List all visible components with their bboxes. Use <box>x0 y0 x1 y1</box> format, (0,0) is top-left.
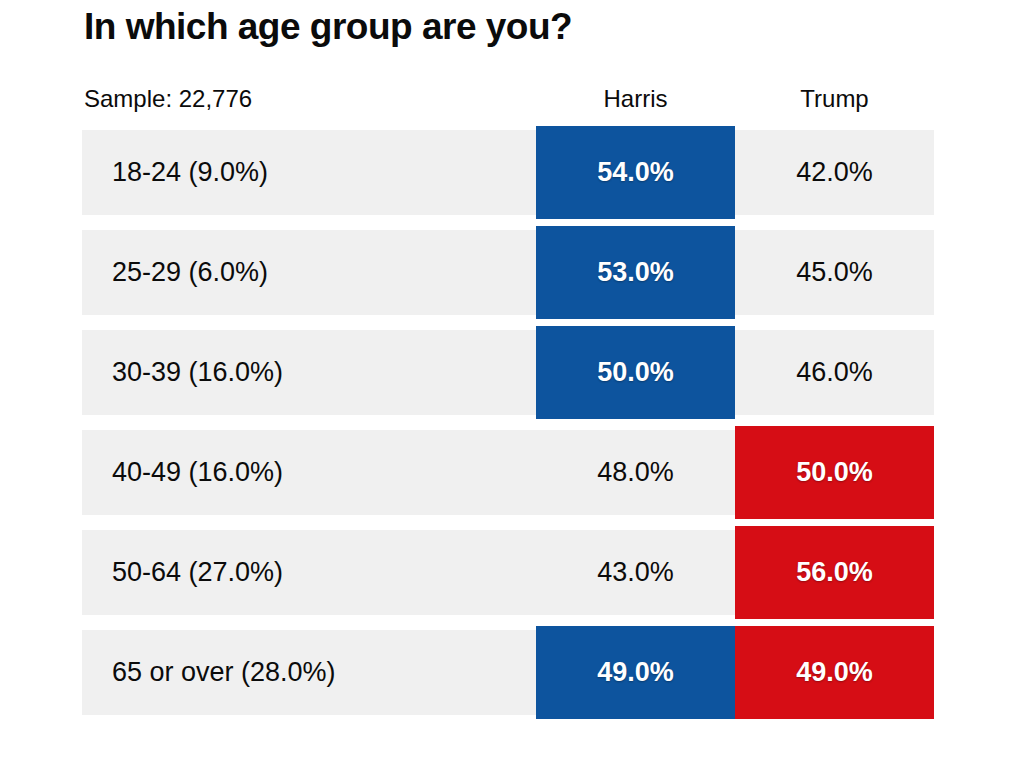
column-header-trump: Trump <box>735 85 934 113</box>
table-row: 30-39 (16.0%) 50.0% 46.0% <box>82 330 934 415</box>
trump-value-cell: 56.0% <box>735 526 934 619</box>
trump-value-cell: 49.0% <box>735 626 934 719</box>
harris-value-cell: 43.0% <box>536 530 735 615</box>
trump-value-cell: 46.0% <box>735 330 934 415</box>
table-row: 18-24 (9.0%) 54.0% 42.0% <box>82 130 934 215</box>
table-row: 40-49 (16.0%) 48.0% 50.0% <box>82 430 934 515</box>
age-group-label: 50-64 (27.0%) <box>82 530 536 615</box>
poll-results-graphic: In which age group are you? Sample: 22,7… <box>0 0 1024 759</box>
age-group-label: 18-24 (9.0%) <box>82 130 536 215</box>
age-group-label: 25-29 (6.0%) <box>82 230 536 315</box>
age-group-label: 40-49 (16.0%) <box>82 430 536 515</box>
trump-value-cell: 50.0% <box>735 426 934 519</box>
harris-value-cell: 53.0% <box>536 226 735 319</box>
column-header-harris: Harris <box>536 85 735 113</box>
age-group-label: 65 or over (28.0%) <box>82 630 536 715</box>
table-header-row: Sample: 22,776 Harris Trump <box>82 84 934 114</box>
table-body: 18-24 (9.0%) 54.0% 42.0% 25-29 (6.0%) 53… <box>82 130 934 715</box>
harris-value-cell: 48.0% <box>536 430 735 515</box>
table-row: 65 or over (28.0%) 49.0% 49.0% <box>82 630 934 715</box>
harris-value-cell: 54.0% <box>536 126 735 219</box>
age-group-label: 30-39 (16.0%) <box>82 330 536 415</box>
harris-value-cell: 49.0% <box>536 626 735 719</box>
table-row: 50-64 (27.0%) 43.0% 56.0% <box>82 530 934 615</box>
sample-size-label: Sample: 22,776 <box>82 85 536 113</box>
page-title: In which age group are you? <box>84 6 572 48</box>
trump-value-cell: 42.0% <box>735 130 934 215</box>
trump-value-cell: 45.0% <box>735 230 934 315</box>
harris-value-cell: 50.0% <box>536 326 735 419</box>
table-row: 25-29 (6.0%) 53.0% 45.0% <box>82 230 934 315</box>
